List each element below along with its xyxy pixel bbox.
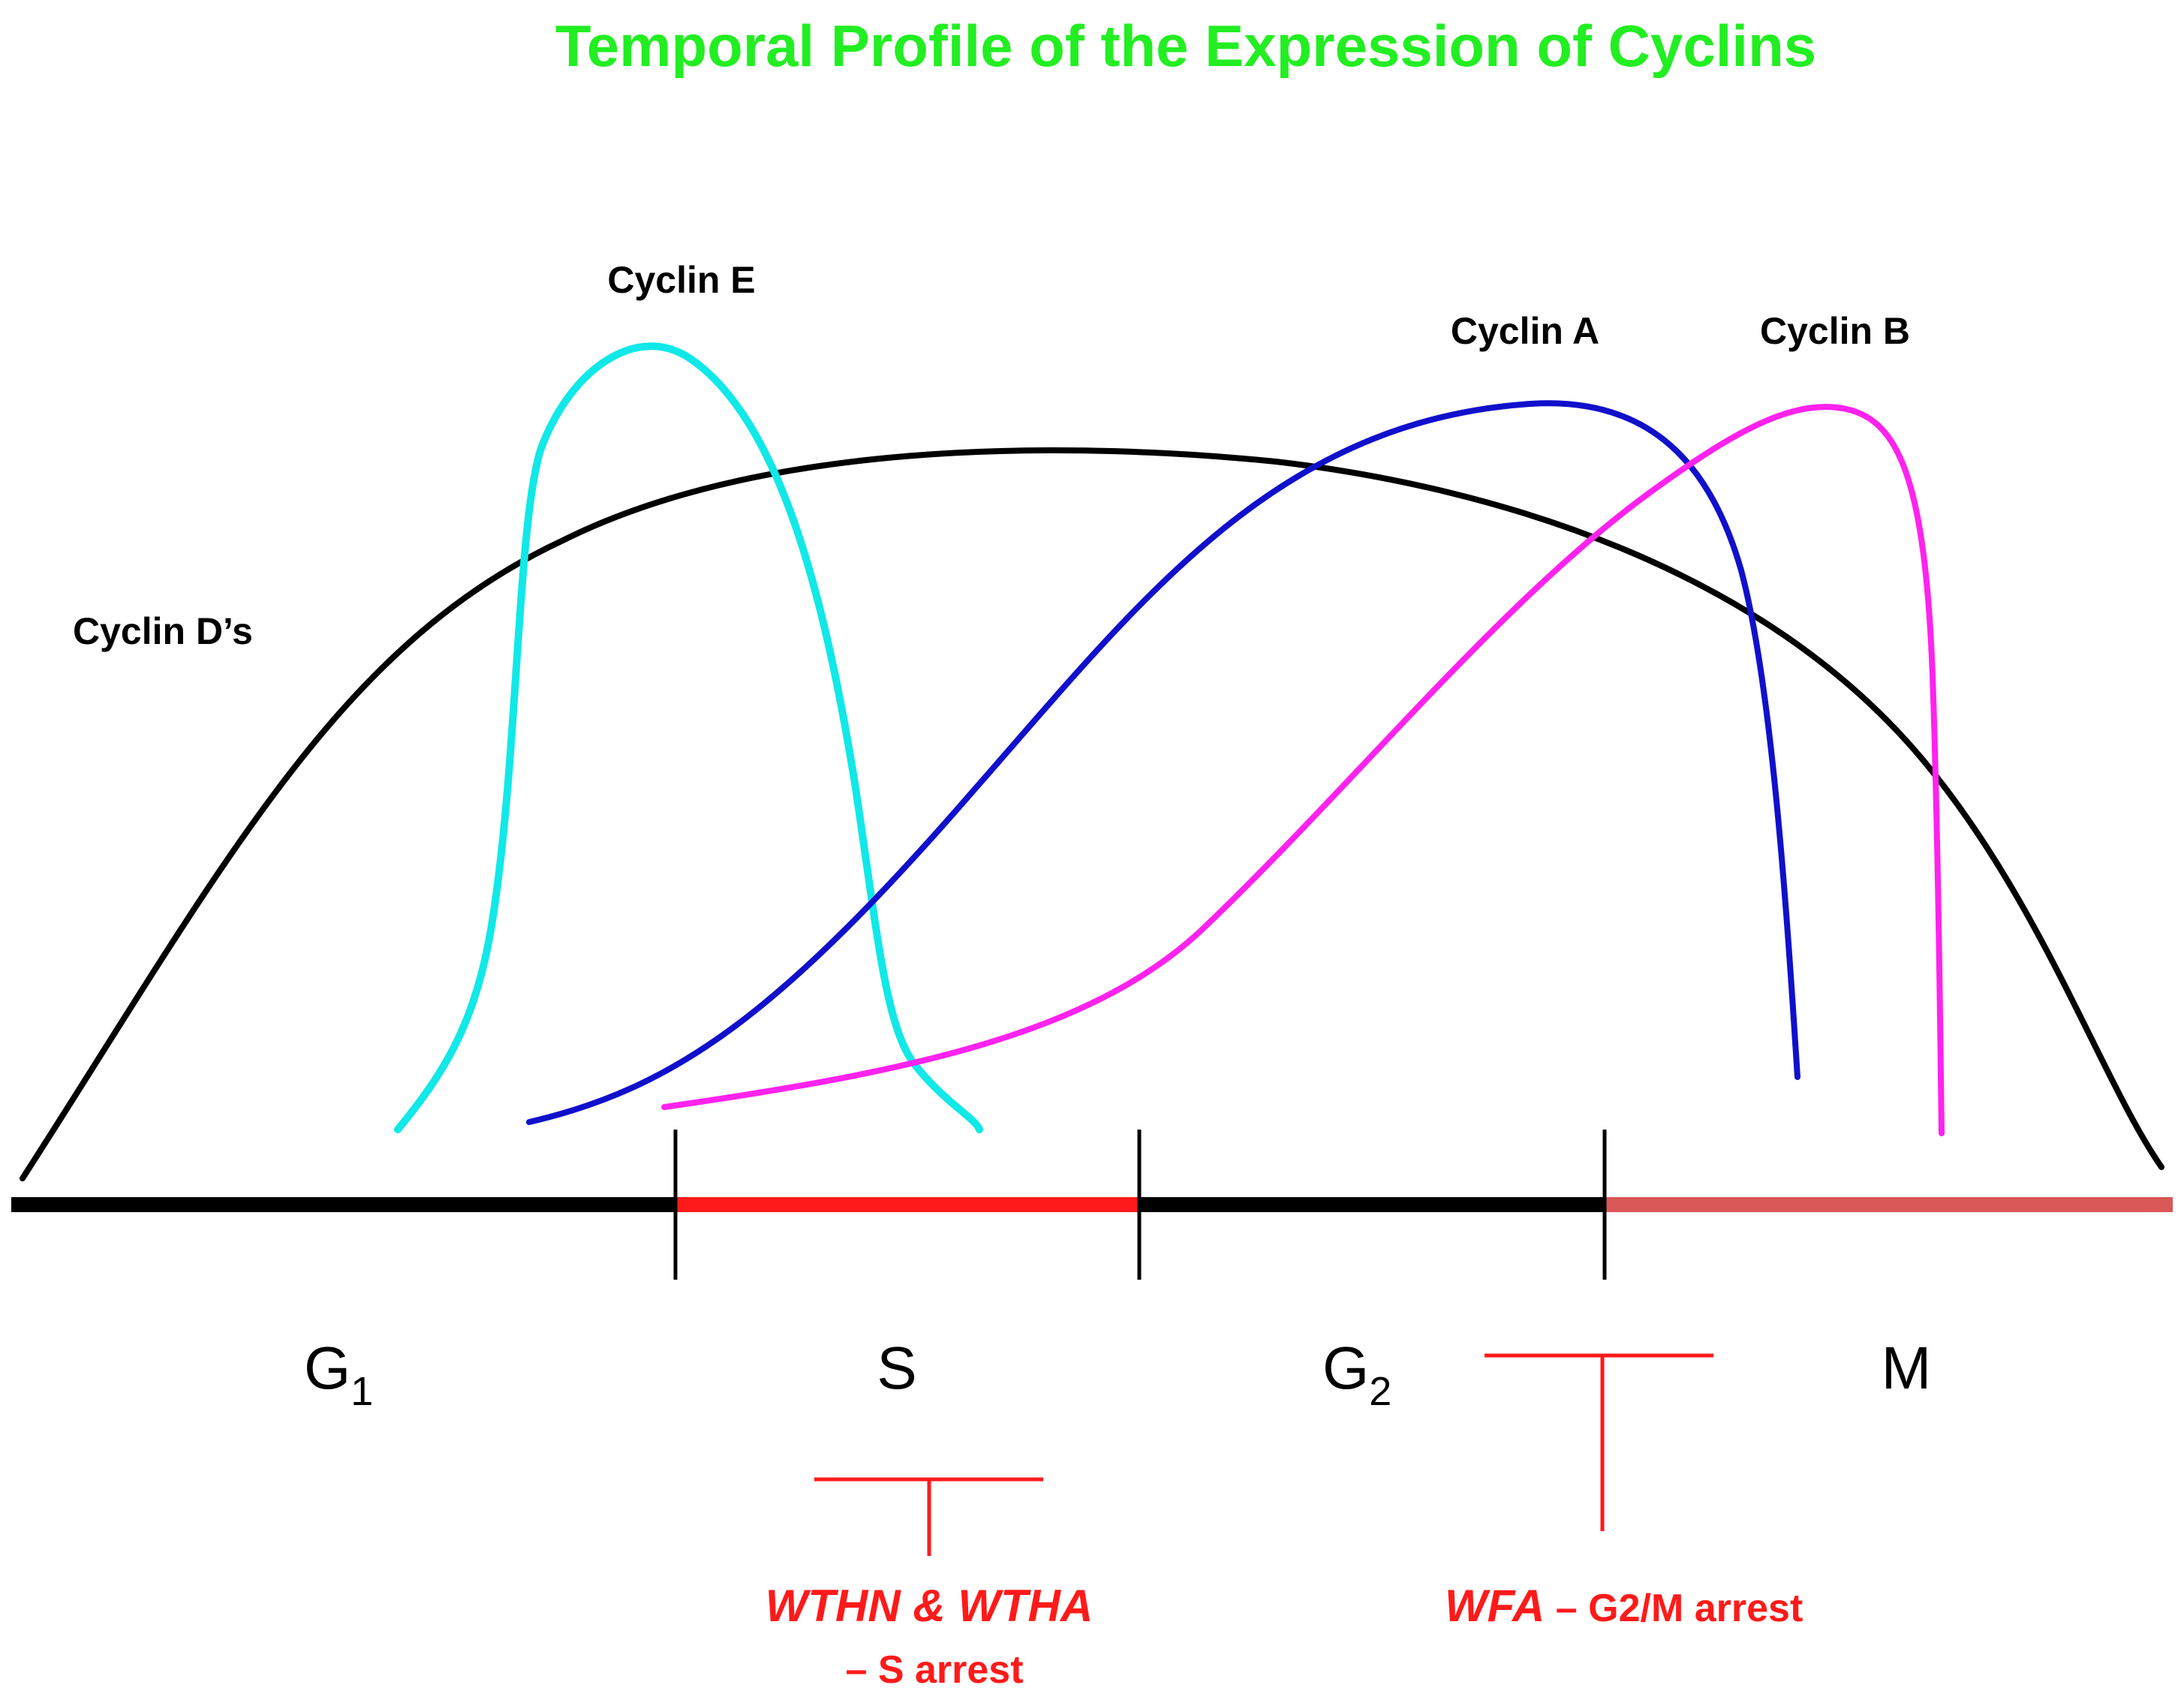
s-arrest-agents-label: WTHN & WTHA xyxy=(766,1581,1094,1631)
cyclin-b-curve xyxy=(661,404,1945,1136)
cyclin-a-curve xyxy=(526,400,1800,1125)
g2m-arrest-inhibition-symbol xyxy=(1485,1353,1713,1531)
phase-s-label: S xyxy=(877,1334,916,1401)
s-arrest-effect-label: – S arrest xyxy=(845,1648,1023,1692)
phase-g1-label: G1 xyxy=(304,1334,373,1414)
cyclin-a-label: Cyclin A xyxy=(1451,310,1599,352)
diagram-title: Temporal Profile of the Expression of Cy… xyxy=(555,13,1816,79)
s-arrest-inhibition-symbol xyxy=(814,1477,1043,1556)
phase-m-label: M xyxy=(1882,1334,1932,1401)
cyclin-e-label: Cyclin E xyxy=(607,259,755,301)
cyclin-e-curve xyxy=(394,342,983,1133)
cyclin-d-curve xyxy=(20,447,2164,1181)
g2m-arrest-effect-label: – G2/M arrest xyxy=(1545,1587,1803,1630)
cyclin-b-label: Cyclin B xyxy=(1760,310,1910,352)
g2m-arrest-agents-label: WFA xyxy=(1445,1581,1545,1631)
phase-g2-label: G2 xyxy=(1322,1334,1391,1414)
cyclin-d-label: Cyclin D’s xyxy=(73,610,253,652)
g2m-arrest-label: WFA – G2/M arrest xyxy=(1445,1581,1803,1631)
